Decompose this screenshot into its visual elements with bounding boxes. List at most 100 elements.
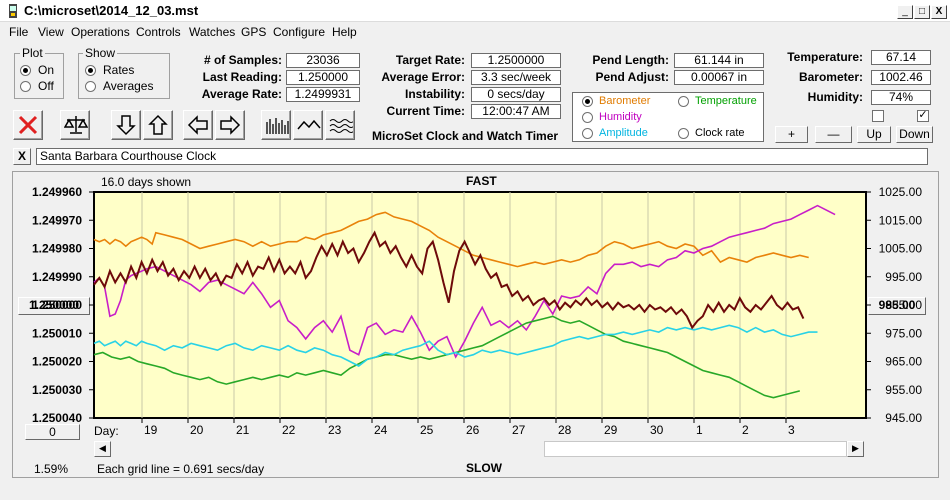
y-left-tick-label: 1.250020 (32, 355, 82, 369)
y-left-tick-label: 1.250000 (32, 298, 82, 312)
close-clock-button[interactable]: X (13, 148, 31, 165)
scale-up-button[interactable]: Up (857, 126, 891, 143)
x-tick-label: 27 (512, 423, 526, 437)
instability-label: Instability: (404, 87, 465, 101)
y-right-tick-label: 985.00 (885, 298, 922, 312)
show-averages-label: Averages (103, 79, 154, 93)
y-right-tick-label: 945.00 (885, 411, 922, 425)
instability-value: 0 secs/day (471, 87, 561, 102)
series-clock-rate (93, 230, 805, 330)
menu-configure[interactable]: Configure (273, 25, 326, 39)
menu-operations[interactable]: Operations (71, 25, 130, 39)
balance-button[interactable] (60, 110, 90, 140)
arrow-up-button[interactable] (143, 110, 173, 140)
x-tick-label: 1 (696, 423, 703, 437)
maximize-button[interactable]: □ (914, 5, 930, 19)
average-error-value: 3.3 sec/week (471, 70, 561, 85)
plot-off-radio[interactable] (20, 81, 31, 92)
y-left-tick-label: 1.250010 (32, 326, 82, 340)
last-reading-label: Last Reading: (202, 70, 282, 84)
y-left-tick-label: 1.249990 (32, 270, 82, 284)
scroll-thumb[interactable] (544, 441, 847, 457)
current-time-value: 12:00:47 AM (471, 104, 561, 119)
x-tick-label: 26 (466, 423, 480, 437)
wave-icon (329, 119, 353, 133)
y-right-tick-label: 1025.00 (879, 185, 923, 199)
clock-rate-option-label: Clock rate (695, 127, 745, 139)
scale-down-button[interactable]: Down (896, 126, 933, 143)
amplitude-option-label: Amplitude (599, 127, 648, 139)
sensor-select-box (572, 92, 764, 142)
delete-button[interactable] (13, 110, 43, 140)
humidity-radio[interactable] (582, 112, 593, 123)
samples-value: 23036 (286, 53, 360, 68)
scale-plus-button[interactable]: + (775, 126, 808, 143)
x-tick-label: 30 (650, 423, 664, 437)
amplitude-radio[interactable] (582, 128, 593, 139)
menu-controls[interactable]: Controls (136, 25, 181, 39)
temperature-radio[interactable] (678, 96, 689, 107)
x-tick-label: 28 (558, 423, 572, 437)
arrow-left-button[interactable] (183, 110, 213, 140)
pend-length-label: Pend Length: (592, 53, 669, 67)
series-humidity (93, 204, 836, 359)
grid-note-label: Each grid line = 0.691 secs/day (97, 462, 265, 476)
reference-rate-button[interactable]: 1.250000 (18, 297, 90, 315)
y-left-tick-label: 1.250030 (32, 383, 82, 397)
x-tick-label: 20 (190, 423, 204, 437)
arrow-right-button[interactable] (215, 110, 245, 140)
arrow-up-icon (148, 114, 168, 135)
plot-on-radio[interactable] (20, 65, 31, 76)
menu-file[interactable]: File (9, 25, 29, 39)
day-label: Day: (94, 424, 119, 438)
window-title: C:\microset\2014_12_03.mst (24, 3, 199, 18)
bars-view-button[interactable] (261, 110, 291, 140)
scale-minus-button[interactable]: — (815, 126, 852, 143)
app-icon (9, 4, 17, 18)
menu-view[interactable]: View (38, 25, 64, 39)
x-tick-label: 19 (144, 423, 158, 437)
minimize-button[interactable]: _ (897, 5, 913, 19)
humidity-label: Humidity: (807, 90, 863, 104)
menu-gps[interactable]: GPS (241, 25, 267, 39)
zero-button[interactable]: 0 (25, 424, 80, 440)
arrow-right-icon (220, 115, 241, 135)
close-button[interactable]: X (931, 5, 947, 19)
y-left-tick-label: 1.250040 (32, 411, 82, 425)
show-rates-label: Rates (103, 63, 135, 77)
delete-x-icon (18, 115, 38, 135)
scroll-right-button[interactable]: ▶ (847, 441, 864, 457)
clock-rate-radio[interactable] (678, 128, 689, 139)
pend-adjust-label: Pend Adjust: (595, 70, 669, 84)
barometer-radio[interactable] (582, 96, 593, 107)
x-tick-label: 24 (374, 423, 388, 437)
average-rate-value: 1.2499931 (286, 87, 360, 102)
y-left-tick-label: 1.249980 (32, 242, 82, 256)
app-name: MicroSet Clock and Watch Timer (372, 129, 559, 143)
plot-on-label: On (38, 63, 55, 77)
line-view-button[interactable] (293, 110, 323, 140)
show-averages-radio[interactable] (85, 81, 96, 92)
humidity-value: 74% (871, 90, 931, 105)
temperature-value: 67.14 (871, 50, 931, 65)
average-rate-label: Average Rate: (201, 87, 282, 101)
show-group (78, 53, 170, 99)
series-barometer (93, 211, 809, 268)
y-right-tick-label: 1005.00 (879, 242, 923, 256)
arrow-down-button[interactable] (111, 110, 141, 140)
checkbox-1[interactable] (872, 110, 884, 122)
horizontal-scrollbar[interactable]: ◀ ▶ (94, 441, 864, 457)
checkbox-2[interactable]: ✓ (917, 109, 929, 122)
target-rate-label: Target Rate: (395, 53, 465, 67)
percent-label: 1.59% (34, 462, 69, 476)
slow-label: SLOW (466, 461, 502, 475)
scroll-left-button[interactable]: ◀ (94, 441, 111, 457)
reference-baro-button[interactable]: 985.00 (868, 297, 926, 315)
menu-watches[interactable]: Watches (189, 25, 236, 39)
show-rates-radio[interactable] (85, 65, 96, 76)
menu-help[interactable]: Help (332, 25, 357, 39)
clock-name-field[interactable]: Santa Barbara Courthouse Clock (36, 148, 928, 165)
wave-view-button[interactable] (325, 110, 355, 140)
last-reading-value: 1.250000 (286, 70, 360, 85)
x-tick-label: 2 (742, 423, 749, 437)
